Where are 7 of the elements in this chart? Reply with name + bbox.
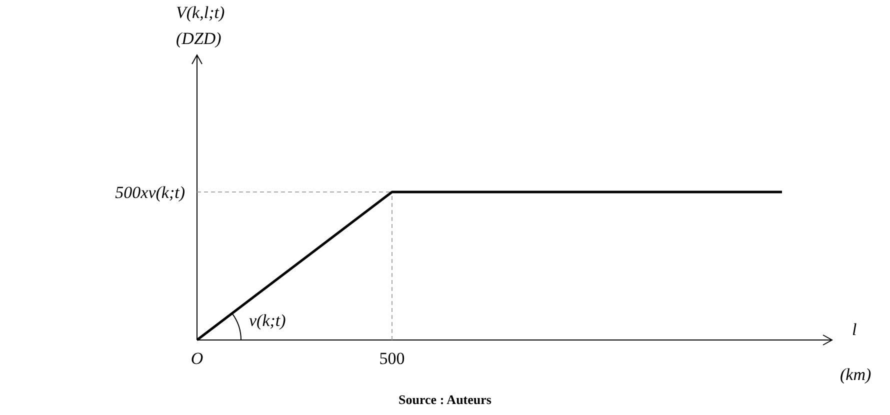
source-note: Source : Auteurs <box>398 392 492 407</box>
annotation: v(k;t) <box>249 311 286 330</box>
x-tick-label: O <box>190 349 204 368</box>
text: l (km) <box>840 320 872 384</box>
text: V(k,l;t) (DZD) <box>176 3 225 48</box>
x-tick-label: 500 <box>379 349 405 368</box>
ref-line-label: 500xv(k;t) <box>115 183 186 202</box>
